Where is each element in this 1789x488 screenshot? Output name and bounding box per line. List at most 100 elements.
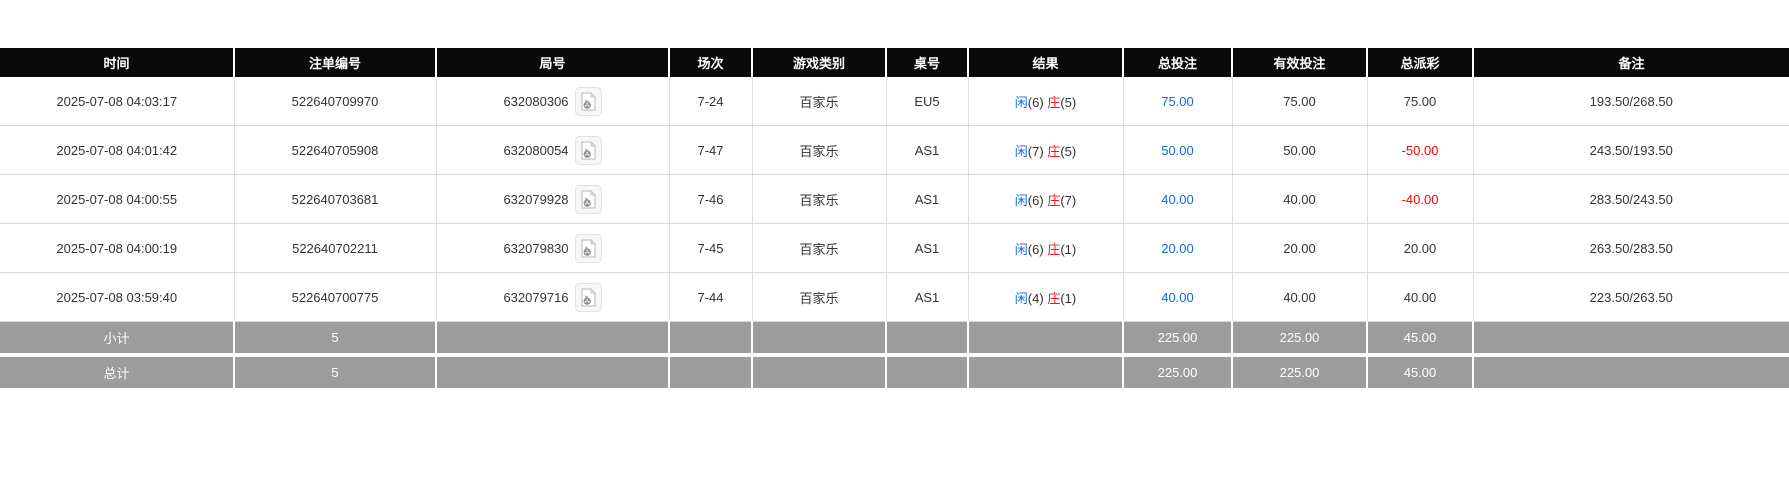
subtotal-label: 小计	[0, 321, 235, 357]
valid-bet-cell: 50.00	[1232, 125, 1368, 175]
valid-bet-cell: 40.00	[1232, 174, 1368, 224]
table-body: 2025-07-08 04:03:17 522640709970 6320803…	[0, 77, 1789, 322]
time-cell: 2025-07-08 04:03:17	[0, 77, 235, 126]
subtotal-row: 小计 5 225.00 225.00 45.00	[0, 321, 1789, 357]
remark-cell: 243.50/193.50	[1473, 125, 1789, 175]
grand-total-total-payout: 45.00	[1367, 355, 1474, 388]
round-id-text: 632080054	[503, 142, 569, 158]
session-cell: 7-45	[669, 223, 753, 273]
total-payout-cell: 20.00	[1367, 223, 1474, 273]
table-summary: 小计 5 225.00 225.00 45.00 总计 5	[0, 321, 1789, 388]
col-header-total-bet: 总投注	[1123, 48, 1233, 77]
table-row: 2025-07-08 03:59:40 522640700775 6320797…	[0, 272, 1789, 322]
total-payout-cell: -50.00	[1367, 125, 1474, 175]
subtotal-empty-cell	[1473, 321, 1789, 357]
table-no-cell: AS1	[886, 272, 969, 322]
grand-total-empty-cell	[968, 355, 1124, 388]
header-row: 时间 注单编号 局号 场次 游戏类别 桌号 结果 总投注 有效投注 总派彩 备注	[0, 48, 1789, 77]
grand-total-empty-cell	[886, 355, 969, 388]
valid-bet-cell: 40.00	[1232, 272, 1368, 322]
video-file-icon	[580, 238, 596, 258]
table-row: 2025-07-08 04:03:17 522640709970 6320803…	[0, 77, 1789, 126]
result-banker-score: (5)	[1060, 143, 1077, 159]
table-row: 2025-07-08 04:00:19 522640702211 6320798…	[0, 223, 1789, 273]
session-cell: 7-47	[669, 125, 753, 175]
subtotal-empty-cell	[436, 321, 670, 357]
remark-cell: 263.50/283.50	[1473, 223, 1789, 273]
result-banker-label: 庄	[1047, 241, 1061, 257]
game-type-cell: 百家乐	[752, 223, 887, 273]
video-file-icon	[580, 189, 596, 209]
bet-id-cell: 522640702211	[234, 223, 437, 273]
total-bet-cell: 40.00	[1123, 272, 1233, 322]
result-player-label: 闲	[1014, 192, 1028, 208]
result-cell: 闲(6) 庄(7)	[968, 174, 1124, 224]
round-id-text: 632079928	[503, 191, 569, 207]
game-type-cell: 百家乐	[752, 77, 887, 126]
time-cell: 2025-07-08 04:01:42	[0, 125, 235, 175]
round-id-cell: 632079928	[436, 174, 670, 224]
grand-total-empty-cell	[752, 355, 887, 388]
bet-id-cell: 522640700775	[234, 272, 437, 322]
session-cell: 7-46	[669, 174, 753, 224]
grand-total-row: 总计 5 225.00 225.00 45.00	[0, 355, 1789, 388]
result-player-score: (4)	[1027, 290, 1044, 306]
result-banker-label: 庄	[1047, 94, 1061, 110]
video-replay-button[interactable]	[574, 135, 602, 165]
round-id-text: 632080306	[503, 93, 569, 109]
video-replay-button[interactable]	[574, 184, 602, 214]
grand-total-total-bet: 225.00	[1123, 355, 1233, 388]
game-type-cell: 百家乐	[752, 174, 887, 224]
col-header-game-type: 游戏类别	[752, 48, 887, 77]
total-bet-cell: 40.00	[1123, 174, 1233, 224]
total-bet-cell: 75.00	[1123, 77, 1233, 126]
remark-cell: 193.50/268.50	[1473, 77, 1789, 126]
subtotal-total-bet: 225.00	[1123, 321, 1233, 357]
result-player-score: (7)	[1027, 143, 1044, 159]
table-header: 时间 注单编号 局号 场次 游戏类别 桌号 结果 总投注 有效投注 总派彩 备注	[0, 48, 1789, 77]
bet-records-table: 时间 注单编号 局号 场次 游戏类别 桌号 结果 总投注 有效投注 总派彩 备注…	[0, 48, 1789, 388]
result-banker-label: 庄	[1047, 143, 1061, 159]
video-replay-button[interactable]	[574, 86, 602, 116]
total-payout-cell: 75.00	[1367, 77, 1474, 126]
result-banker-score: (1)	[1060, 290, 1077, 306]
result-banker-label: 庄	[1047, 290, 1061, 306]
col-header-valid-bet: 有效投注	[1232, 48, 1368, 77]
col-header-session: 场次	[669, 48, 753, 77]
grand-total-empty-cell	[436, 355, 670, 388]
table-no-cell: AS1	[886, 223, 969, 273]
video-replay-button[interactable]	[574, 282, 602, 312]
total-bet-cell: 20.00	[1123, 223, 1233, 273]
video-replay-button[interactable]	[574, 233, 602, 263]
grand-total-label: 总计	[0, 355, 235, 388]
table-no-cell: AS1	[886, 125, 969, 175]
game-type-cell: 百家乐	[752, 125, 887, 175]
result-cell: 闲(6) 庄(1)	[968, 223, 1124, 273]
round-id-cell: 632079830	[436, 223, 670, 273]
table-row: 2025-07-08 04:01:42 522640705908 6320800…	[0, 125, 1789, 175]
game-type-cell: 百家乐	[752, 272, 887, 322]
subtotal-empty-cell	[669, 321, 753, 357]
col-header-total-payout: 总派彩	[1367, 48, 1474, 77]
subtotal-valid-bet: 225.00	[1232, 321, 1368, 357]
result-cell: 闲(7) 庄(5)	[968, 125, 1124, 175]
bet-id-cell: 522640705908	[234, 125, 437, 175]
col-header-result: 结果	[968, 48, 1124, 77]
bet-id-cell: 522640703681	[234, 174, 437, 224]
session-cell: 7-24	[669, 77, 753, 126]
result-banker-score: (1)	[1060, 241, 1077, 257]
result-cell: 闲(6) 庄(5)	[968, 77, 1124, 126]
video-file-icon	[580, 91, 596, 111]
grand-total-count: 5	[234, 355, 437, 388]
subtotal-empty-cell	[968, 321, 1124, 357]
round-id-cell: 632080306	[436, 77, 670, 126]
remark-cell: 223.50/263.50	[1473, 272, 1789, 322]
result-banker-label: 庄	[1047, 192, 1061, 208]
valid-bet-cell: 75.00	[1232, 77, 1368, 126]
round-id-text: 632079716	[503, 289, 569, 305]
round-id-cell: 632080054	[436, 125, 670, 175]
result-player-score: (6)	[1027, 241, 1044, 257]
remark-cell: 283.50/243.50	[1473, 174, 1789, 224]
col-header-round-id: 局号	[436, 48, 670, 77]
round-id-cell: 632079716	[436, 272, 670, 322]
